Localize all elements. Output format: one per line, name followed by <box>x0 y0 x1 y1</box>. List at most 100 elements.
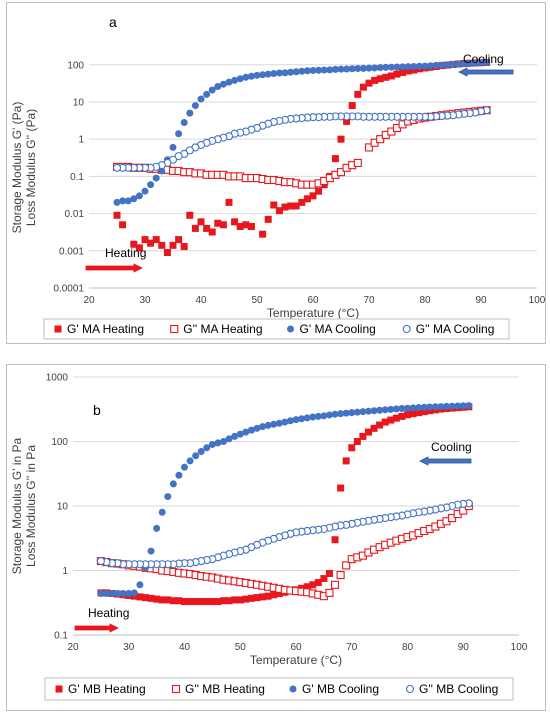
data-point <box>331 536 339 544</box>
data-point <box>214 598 222 606</box>
y-tick-label: 1000 <box>46 373 69 384</box>
data-point <box>242 73 250 81</box>
data-point <box>337 135 345 143</box>
data-point <box>309 581 317 589</box>
data-point <box>236 222 244 230</box>
data-point <box>437 403 445 411</box>
data-point <box>158 167 166 175</box>
data-point <box>208 86 216 94</box>
data-point <box>483 58 491 66</box>
data-point <box>275 589 283 597</box>
x-axis-label: Temperature (°C) <box>250 653 342 667</box>
data-point <box>119 589 127 597</box>
data-point <box>337 65 345 73</box>
legend-entry: G' MB Cooling <box>302 682 379 696</box>
data-point <box>432 61 440 69</box>
x-tick-label: 40 <box>179 642 191 653</box>
data-point <box>175 236 183 244</box>
data-point <box>292 202 300 210</box>
data-point <box>169 597 177 605</box>
data-point <box>119 197 127 205</box>
panel-label: a <box>109 14 117 30</box>
data-point <box>381 406 389 414</box>
data-point <box>303 414 311 422</box>
data-point <box>225 435 233 443</box>
data-point <box>259 593 267 601</box>
data-point <box>275 419 283 427</box>
x-tick-label: 20 <box>83 295 95 306</box>
data-point <box>320 66 328 74</box>
data-point <box>225 78 233 86</box>
data-point <box>454 402 462 410</box>
data-point <box>455 60 463 68</box>
y-axis-label-2: Loss Modulus G'' in Pa <box>24 445 38 567</box>
data-point <box>331 410 339 418</box>
x-tick-label: 60 <box>307 295 319 306</box>
legend-marker <box>405 684 415 694</box>
data-point <box>225 597 233 605</box>
chart-panel-b: 0.1 1 10 100 1000 20 30 40 50 60 70 80 90 100 Temperat… <box>6 364 546 711</box>
x-tick-label: 50 <box>235 642 247 653</box>
data-point <box>259 230 267 238</box>
data-point <box>303 583 311 591</box>
data-point <box>393 70 401 78</box>
data-point <box>330 580 340 589</box>
cooling-label: Cooling <box>431 440 472 454</box>
data-point <box>409 404 417 412</box>
data-point <box>354 65 362 73</box>
data-point <box>404 411 411 419</box>
data-point <box>135 244 143 252</box>
data-point <box>353 158 362 167</box>
data-point <box>342 409 350 417</box>
data-point <box>152 174 160 182</box>
data-point <box>315 187 323 195</box>
legend-entry: G' MA Cooling <box>300 322 376 336</box>
data-point <box>186 598 194 606</box>
y-axis-label: Storage Modulus G' (Pa) <box>10 102 24 234</box>
data-point <box>325 569 333 577</box>
data-point <box>376 75 384 83</box>
data-point <box>426 403 434 411</box>
data-point <box>253 71 261 79</box>
y-tick-label: 10 <box>73 97 85 108</box>
data-point <box>337 410 345 418</box>
data-point <box>365 79 373 87</box>
data-point <box>158 508 166 516</box>
x-tick-label: 60 <box>290 642 302 653</box>
data-point <box>354 90 362 98</box>
data-point <box>153 595 161 603</box>
data-point <box>420 408 428 416</box>
data-point <box>376 64 384 72</box>
x-tick-label: 70 <box>363 295 375 306</box>
data-point <box>197 447 205 455</box>
data-point <box>136 593 144 601</box>
data-point <box>292 68 300 76</box>
data-point <box>443 61 451 69</box>
data-point <box>119 221 127 229</box>
legend-marker <box>54 325 62 333</box>
data-point <box>309 192 317 200</box>
data-point <box>371 64 379 72</box>
data-point <box>364 407 372 415</box>
data-point <box>421 62 429 70</box>
data-point <box>331 65 339 73</box>
data-point <box>181 463 188 471</box>
data-point <box>114 589 122 597</box>
data-point <box>219 80 227 88</box>
data-point <box>113 198 121 206</box>
data-point <box>348 102 356 110</box>
data-point <box>465 402 473 410</box>
data-point <box>231 432 239 440</box>
data-point <box>477 59 485 67</box>
data-point <box>298 67 306 75</box>
legend-marker <box>287 325 294 333</box>
data-point <box>399 63 407 71</box>
data-point <box>186 109 194 117</box>
data-point <box>438 61 446 69</box>
data-point <box>236 430 244 438</box>
data-point <box>426 407 434 415</box>
panel-label: b <box>93 402 101 418</box>
data-point <box>382 63 390 71</box>
chart-b-svg: 0.1 1 10 100 1000 20 30 40 50 60 70 80 90 100 Temperat… <box>10 373 528 701</box>
legend-box <box>44 677 514 701</box>
